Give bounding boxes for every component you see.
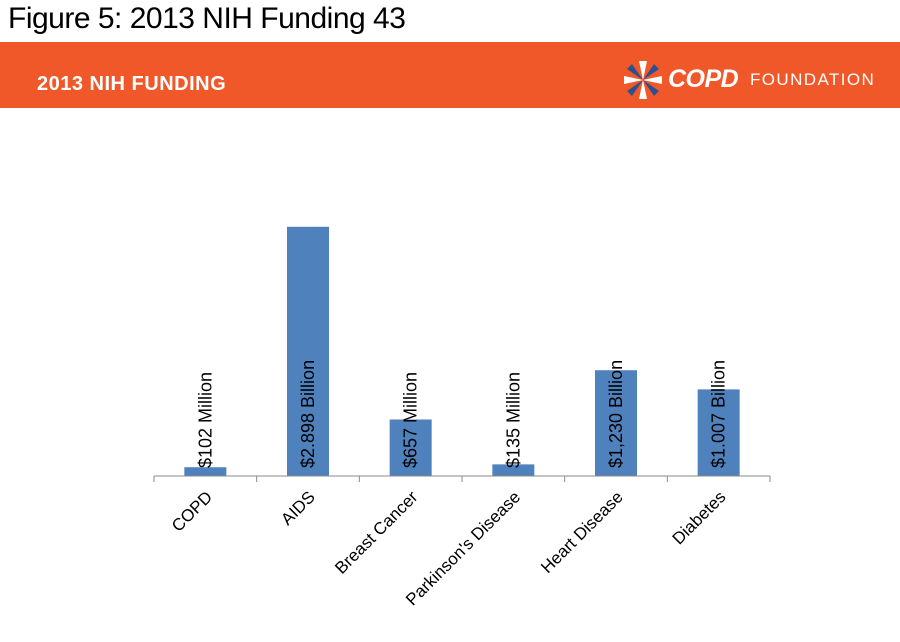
- bar-aids: [287, 226, 329, 476]
- header-banner: 2013 NIH FUNDING COPD FOUNDATION: [0, 42, 900, 108]
- x-axis: [153, 475, 771, 482]
- data-label: $2.898 Billion: [298, 360, 318, 468]
- banner-title: 2013 NIH FUNDING: [37, 73, 227, 95]
- bar-heart-disease: [595, 370, 637, 476]
- bar-breast-cancer: [389, 419, 432, 476]
- category-label: Diabetes: [669, 487, 730, 548]
- category-label: AIDS: [277, 487, 318, 528]
- bar-parkinson-s-disease: [492, 464, 535, 476]
- pinwheel-icon: [624, 61, 662, 99]
- bar-copd: [184, 467, 227, 476]
- data-labels-group: $102 Million $2.898 Billion $657 Million $1…: [195, 360, 728, 468]
- data-label: $102 Million: [195, 372, 215, 468]
- logo-word: COPD: [668, 65, 739, 93]
- copd-foundation-logo: COPD FOUNDATION: [622, 59, 874, 99]
- data-label: $135 Million: [503, 372, 523, 468]
- category-label: COPD: [168, 487, 216, 535]
- category-label: Breast Cancer: [331, 487, 422, 578]
- figure-title: Figure 5: 2013 NIH Funding 43: [8, 2, 406, 35]
- bar-diabetes: [697, 389, 740, 476]
- data-label: $657 Million: [401, 372, 421, 468]
- category-label: Heart Disease: [537, 487, 627, 577]
- data-label: $1.007 Billion: [709, 360, 729, 468]
- logo-suffix: FOUNDATION: [750, 70, 876, 89]
- data-label: $1,230 Billion: [606, 360, 626, 468]
- bars-group: [184, 226, 740, 476]
- category-label: Parkinson's Disease: [402, 487, 524, 609]
